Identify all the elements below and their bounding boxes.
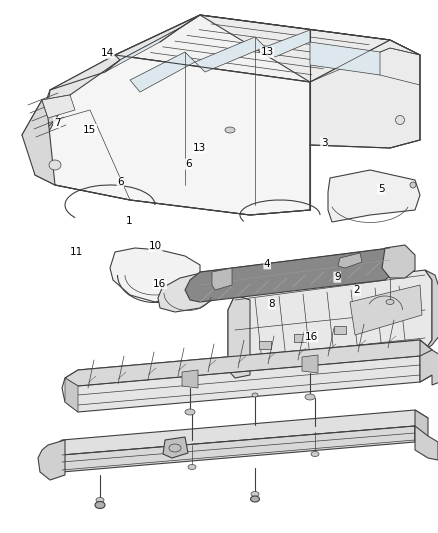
Ellipse shape [251, 491, 259, 497]
Polygon shape [42, 15, 200, 145]
Text: 16: 16 [304, 332, 318, 342]
Polygon shape [382, 245, 415, 278]
Ellipse shape [311, 451, 319, 456]
Polygon shape [158, 272, 215, 312]
Text: 14: 14 [101, 49, 114, 58]
Text: 3: 3 [321, 138, 328, 148]
Polygon shape [212, 268, 232, 290]
Ellipse shape [49, 160, 61, 170]
Polygon shape [259, 341, 271, 349]
Polygon shape [110, 248, 200, 302]
Ellipse shape [225, 127, 235, 133]
Polygon shape [22, 100, 55, 185]
Polygon shape [195, 37, 265, 72]
Text: 6: 6 [117, 177, 124, 187]
Polygon shape [30, 55, 310, 215]
Polygon shape [38, 440, 65, 480]
Polygon shape [265, 30, 310, 57]
Polygon shape [200, 15, 420, 148]
Polygon shape [425, 270, 438, 350]
Polygon shape [185, 248, 398, 302]
Text: 4: 4 [264, 259, 271, 269]
Polygon shape [228, 270, 432, 375]
Ellipse shape [305, 394, 315, 400]
Polygon shape [62, 426, 415, 472]
Text: 15: 15 [83, 125, 96, 134]
Polygon shape [294, 334, 306, 342]
Polygon shape [328, 170, 420, 222]
Polygon shape [50, 448, 62, 475]
Text: 2: 2 [353, 286, 360, 295]
Ellipse shape [252, 393, 258, 397]
Ellipse shape [410, 182, 416, 188]
Polygon shape [182, 370, 198, 388]
Text: 8: 8 [268, 299, 275, 309]
Ellipse shape [386, 300, 394, 304]
Polygon shape [130, 52, 195, 92]
Ellipse shape [185, 409, 195, 415]
Polygon shape [62, 340, 432, 412]
Text: 10: 10 [149, 241, 162, 251]
Polygon shape [115, 15, 390, 82]
Text: 13: 13 [193, 143, 206, 153]
Polygon shape [338, 253, 362, 268]
Text: 5: 5 [378, 184, 385, 194]
Polygon shape [415, 426, 438, 460]
Polygon shape [420, 350, 438, 385]
Text: 13: 13 [261, 47, 274, 57]
Text: 16: 16 [153, 279, 166, 288]
Text: 9: 9 [334, 272, 341, 282]
Text: 1: 1 [126, 216, 133, 226]
Polygon shape [42, 95, 75, 118]
Text: 7: 7 [53, 118, 60, 127]
Polygon shape [50, 410, 428, 455]
Ellipse shape [188, 464, 196, 470]
Polygon shape [420, 340, 432, 382]
Polygon shape [310, 42, 380, 75]
Polygon shape [65, 378, 78, 412]
Ellipse shape [396, 116, 405, 125]
Polygon shape [65, 340, 432, 386]
Polygon shape [105, 28, 180, 72]
Polygon shape [310, 40, 420, 97]
Ellipse shape [251, 496, 259, 502]
Polygon shape [334, 326, 346, 334]
Polygon shape [22, 95, 70, 145]
Polygon shape [163, 437, 188, 458]
Polygon shape [302, 355, 318, 373]
Polygon shape [350, 285, 422, 335]
Text: 6: 6 [185, 159, 192, 169]
Text: 11: 11 [70, 247, 83, 256]
Polygon shape [415, 410, 428, 442]
Ellipse shape [96, 497, 104, 503]
Polygon shape [228, 295, 250, 378]
Ellipse shape [95, 502, 105, 508]
